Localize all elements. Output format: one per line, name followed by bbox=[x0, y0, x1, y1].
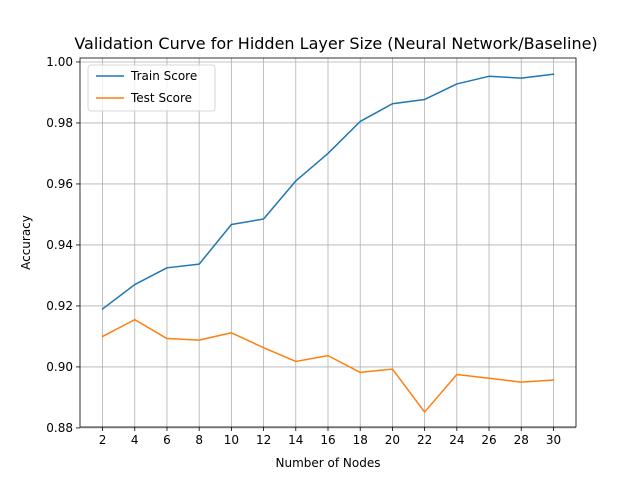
legend-label-train-score: Train Score bbox=[130, 69, 197, 83]
legend: Train Score Test Score bbox=[87, 64, 216, 112]
x-tick-label: 12 bbox=[256, 433, 271, 447]
y-axis-label: Accuracy bbox=[19, 215, 33, 270]
x-tick-label: 14 bbox=[288, 433, 303, 447]
x-tick-label: 10 bbox=[224, 433, 239, 447]
x-axis-label: Number of Nodes bbox=[276, 456, 381, 470]
grid bbox=[80, 58, 576, 429]
y-tick-label: 0.92 bbox=[46, 299, 73, 313]
series-lines bbox=[101, 73, 555, 413]
x-tick-label: 18 bbox=[353, 433, 368, 447]
y-tick-label: 0.94 bbox=[46, 238, 73, 252]
x-tick-label: 6 bbox=[163, 433, 171, 447]
x-tick-label: 16 bbox=[320, 433, 335, 447]
x-tick-label: 30 bbox=[546, 433, 561, 447]
x-tick-label: 26 bbox=[481, 433, 496, 447]
x-tick-label: 28 bbox=[514, 433, 529, 447]
series-line-train-score bbox=[101, 73, 555, 311]
x-tick-label: 2 bbox=[99, 433, 107, 447]
axis-ticks: 2 4 6 8 10 12 14 16 18 20 22 24 26 28 300.880.900.920.… bbox=[46, 55, 561, 447]
legend-label-test-score: Test Score bbox=[130, 91, 192, 105]
y-tick-label: 0.88 bbox=[46, 421, 73, 435]
y-tick-label: 0.96 bbox=[46, 177, 73, 191]
y-tick-label: 1.00 bbox=[46, 55, 73, 69]
x-tick-label: 22 bbox=[417, 433, 432, 447]
chart-title: Validation Curve for Hidden Layer Size (… bbox=[74, 34, 597, 53]
x-tick-label: 4 bbox=[131, 433, 139, 447]
series-line-test-score bbox=[101, 318, 555, 413]
y-tick-label: 0.90 bbox=[46, 360, 73, 374]
y-tick-label: 0.98 bbox=[46, 116, 73, 130]
x-tick-label: 8 bbox=[195, 433, 203, 447]
x-tick-label: 24 bbox=[449, 433, 464, 447]
x-tick-label: 20 bbox=[385, 433, 400, 447]
